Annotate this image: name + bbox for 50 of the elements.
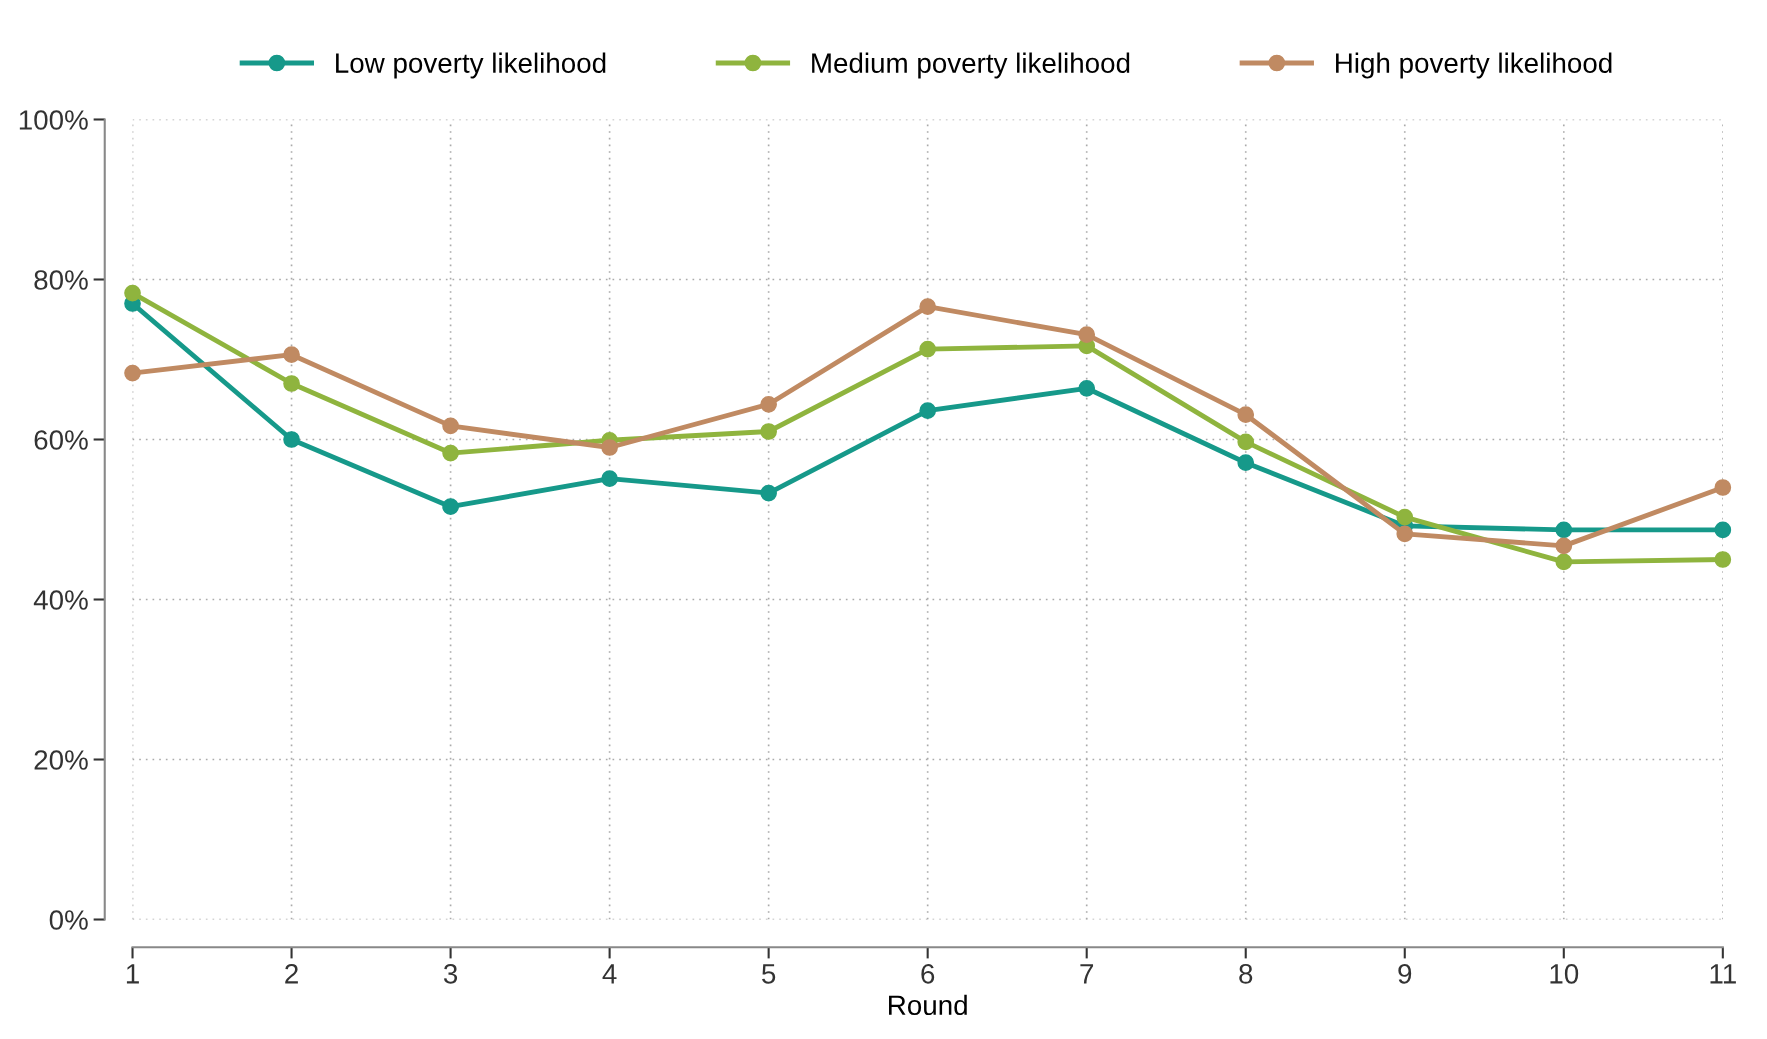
point bbox=[919, 340, 937, 358]
x-tick-label: 3 bbox=[443, 964, 458, 984]
point bbox=[124, 284, 141, 302]
point bbox=[760, 423, 777, 440]
x-tick-label: 11 bbox=[1710, 964, 1736, 984]
x-tick-label: 4 bbox=[602, 964, 617, 984]
x-axis-title: Round bbox=[889, 994, 967, 1016]
x-tick-label: 8 bbox=[1239, 964, 1253, 984]
point bbox=[1237, 433, 1255, 451]
point bbox=[760, 395, 777, 413]
y-tick-label: 20% bbox=[34, 750, 88, 770]
legend-label: Medium poverty likelihood bbox=[812, 52, 1130, 79]
point bbox=[1555, 553, 1573, 571]
point bbox=[1078, 326, 1096, 344]
x-tick-label: 6 bbox=[921, 964, 935, 984]
point bbox=[1237, 406, 1255, 424]
point bbox=[283, 431, 300, 448]
y-tick-label: 100% bbox=[19, 110, 88, 130]
point bbox=[442, 444, 459, 462]
point bbox=[1714, 551, 1732, 568]
point bbox=[283, 346, 300, 364]
point bbox=[442, 498, 459, 516]
x-tick-label: 2 bbox=[285, 964, 298, 984]
point bbox=[1555, 537, 1573, 555]
point bbox=[919, 402, 937, 420]
point bbox=[601, 470, 618, 488]
x-tick-label: 7 bbox=[1080, 964, 1094, 984]
x-tick-label: 1 bbox=[126, 964, 139, 984]
point bbox=[442, 417, 459, 435]
point bbox=[1237, 454, 1255, 472]
x-tick-label: 5 bbox=[762, 964, 776, 984]
point bbox=[760, 484, 777, 502]
point bbox=[1555, 521, 1573, 539]
point bbox=[1396, 525, 1414, 543]
point bbox=[601, 439, 618, 456]
y-tick-label: 40% bbox=[33, 590, 88, 610]
point bbox=[1714, 479, 1732, 496]
point bbox=[1714, 521, 1732, 539]
point bbox=[1396, 508, 1414, 526]
point bbox=[283, 375, 300, 392]
legend-label: Low poverty likelihood bbox=[336, 52, 606, 79]
point bbox=[1078, 379, 1096, 397]
x-tick-label: 10 bbox=[1550, 964, 1579, 984]
point bbox=[919, 298, 937, 316]
x-tick-label: 9 bbox=[1398, 964, 1412, 984]
y-tick-label: 0% bbox=[49, 910, 88, 930]
point bbox=[124, 364, 141, 382]
y-tick-label: 80% bbox=[34, 270, 88, 290]
legend-label: High poverty likelihood bbox=[1336, 52, 1612, 79]
y-tick-label: 60% bbox=[34, 430, 88, 450]
